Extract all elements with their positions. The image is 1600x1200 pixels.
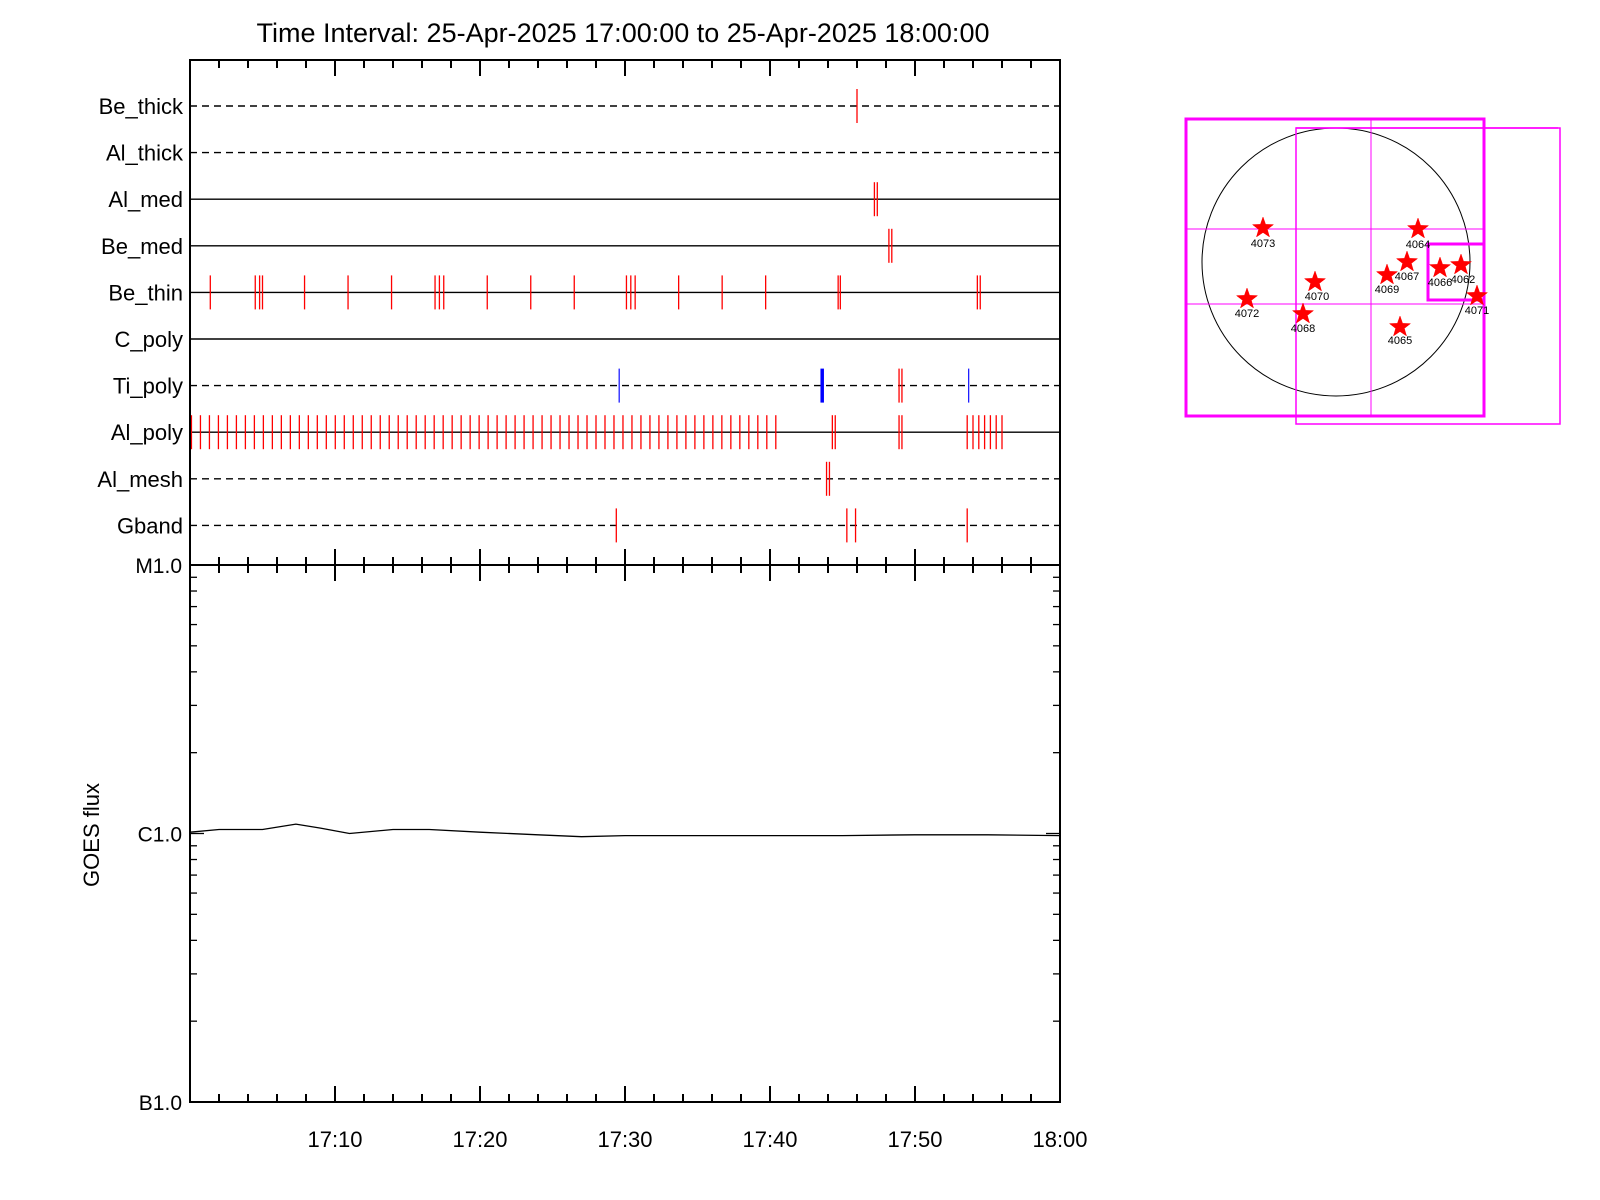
y-tick-label: B1.0 [139,1092,182,1115]
x-tick-label: 18:00 [1032,1127,1087,1152]
active-region: 4064 [1406,217,1430,251]
region-star [1291,302,1315,324]
chart-title: Time Interval: 25-Apr-2025 17:00:00 to 2… [257,18,990,48]
channel-label: Al_poly [111,420,183,445]
channel-row: Gband [117,508,1060,543]
channel-label: Gband [117,513,183,538]
region-star [1465,284,1489,306]
channel-label: C_poly [115,327,183,352]
active-region: 4066 [1428,256,1452,289]
goes-ylabel: GOES flux [79,783,104,887]
channel-row: Ti_poly [113,368,1060,403]
region-label: 4069 [1375,284,1399,296]
channel-row: Be_med [101,228,1060,263]
channel-row: Be_thin [108,275,1060,310]
y-tick-label: M1.0 [135,555,182,578]
region-star [1235,287,1259,309]
solar-disk [1201,127,1471,397]
active-region: 4062 [1449,253,1475,286]
channel-row: Be_thick [99,89,1060,123]
active-region: 4073 [1251,216,1275,250]
region-star [1428,256,1452,278]
region-label: 4070 [1305,291,1329,303]
goes-frame [189,564,1061,1103]
region-label: 4064 [1406,239,1430,251]
active-region: 4068 [1291,302,1315,335]
region-label: 4073 [1251,238,1275,250]
channel-label: Al_thick [106,141,184,166]
y-tick-label: C1.0 [138,824,182,847]
goes-flux-line [189,823,1061,838]
timeline-frame [189,59,1061,566]
region-label: 4067 [1395,271,1419,283]
region-star [1406,217,1430,239]
region-star [1303,270,1327,292]
channel-label: Be_thin [108,280,183,305]
region-star [1251,216,1275,238]
channel-label: Be_thick [99,94,184,119]
x-tick-label: 17:50 [887,1127,942,1152]
channel-label: Ti_poly [113,374,183,399]
active-region: 4065 [1388,315,1412,347]
active-region: 4072 [1235,287,1259,320]
region-star [1375,263,1399,285]
active-region: 4071 [1465,284,1489,317]
fov-boxes [1184,117,1561,425]
x-tick-label: 17:10 [307,1127,362,1152]
channel-row: Al_med [108,182,1060,217]
region-label: 4072 [1235,308,1259,320]
region-label: 4062 [1451,274,1475,286]
channel-row: Al_mesh [97,461,1060,496]
active-region: 4067 [1395,250,1419,283]
region-label: 4065 [1388,335,1412,347]
channel-row: C_poly [115,327,1060,352]
region-label: 4071 [1465,305,1489,317]
goes-panel: B1.0 C1.0 M1.0 GOES flux 17:10 17:20 17:30 17… [79,555,1088,1152]
active-region: 4069 [1375,263,1399,296]
active-region: 4070 [1303,270,1329,303]
region-star [1395,250,1419,272]
channel-label: Al_mesh [97,467,183,492]
region-label: 4068 [1291,323,1315,335]
channel-row: Al_poly [111,415,1060,450]
region-star [1449,253,1473,275]
x-tick-label: 17:20 [452,1127,507,1152]
x-tick-label: 17:30 [597,1127,652,1152]
x-tick-label: 17:40 [742,1127,797,1152]
region-label: 4066 [1428,277,1452,289]
channel-label: Be_med [101,234,183,259]
timeline-panel: Be_thick Al_thick Al_med Be_med Be_thin C_pol… [97,59,1061,566]
channel-label: Al_med [108,187,183,212]
channel-row: Al_thick [106,141,1060,166]
region-star [1388,315,1412,337]
